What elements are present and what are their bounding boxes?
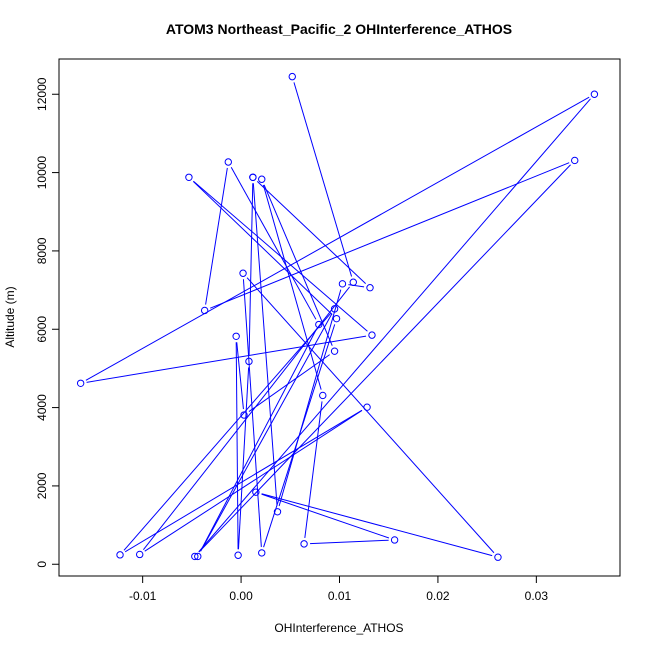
series-segment — [237, 367, 250, 550]
y-axis-label: Altitude (m) — [3, 286, 17, 347]
x-tick-label: 0.00 — [229, 589, 253, 603]
data-point — [319, 391, 327, 400]
data-point — [363, 403, 371, 411]
series-segment — [262, 184, 322, 390]
series-segment — [123, 313, 332, 551]
data-point — [366, 284, 374, 292]
data-point — [136, 550, 144, 559]
y-tick-label: 4000 — [35, 394, 49, 421]
data-point — [258, 549, 266, 557]
data-point — [232, 332, 240, 340]
y-tick-label: 10000 — [35, 156, 49, 190]
series-segment — [192, 181, 333, 315]
x-axis: -0.01 0.00 0.01 0.02 0.03 — [129, 575, 549, 603]
series-segment — [261, 493, 493, 557]
y-tick-label: 0 — [35, 561, 49, 568]
data-point — [249, 173, 257, 181]
series-segment — [200, 329, 317, 552]
series-segment — [193, 180, 368, 332]
data-point — [315, 320, 323, 329]
x-axis-label: OHInterference_ATHOS — [274, 621, 403, 635]
series-segment — [256, 181, 366, 284]
data-point — [273, 508, 282, 516]
series-segment — [230, 167, 317, 320]
series-segment — [144, 410, 363, 552]
series-segment — [86, 335, 367, 383]
y-tick-label: 12000 — [35, 77, 49, 111]
data-point — [234, 551, 242, 559]
series-segment — [248, 354, 330, 412]
series-segment — [205, 167, 228, 305]
series-segment — [263, 184, 333, 346]
data-point — [200, 306, 209, 315]
series-segment — [246, 277, 495, 554]
x-tick-label: 0.03 — [525, 589, 549, 603]
data-point — [338, 280, 347, 288]
x-tick-label: -0.01 — [129, 589, 157, 603]
y-tick-label: 8000 — [35, 237, 49, 264]
series-segment — [85, 96, 590, 381]
series-segment — [252, 183, 278, 506]
data-point — [239, 269, 247, 277]
data-point — [288, 72, 296, 81]
data-point — [252, 488, 260, 496]
series-segment — [200, 313, 333, 552]
series-segment — [310, 539, 389, 545]
y-tick-label: 6000 — [35, 316, 49, 343]
y-axis: 0 2000 4000 6000 8000 10000 12000 — [35, 77, 60, 568]
data-point — [300, 540, 308, 548]
data-point — [116, 551, 124, 559]
series-points — [76, 72, 599, 561]
chart-title: ATOM3 Northeast_Pacific_2 OHInterference… — [166, 21, 512, 37]
series-segment — [261, 493, 390, 539]
data-point — [368, 331, 376, 339]
series-segment — [304, 401, 323, 538]
data-point — [390, 536, 399, 544]
data-point — [185, 173, 193, 181]
series-segment — [210, 162, 570, 309]
series-segment — [278, 289, 342, 507]
series-segment — [248, 183, 254, 356]
data-point — [330, 347, 339, 355]
series-segment — [235, 342, 239, 550]
series-segment — [198, 98, 591, 553]
data-point — [240, 411, 248, 419]
data-point — [330, 305, 339, 313]
data-point — [245, 357, 253, 366]
series-segment — [348, 284, 365, 288]
x-tick-label: 0.02 — [426, 589, 450, 603]
data-point — [194, 552, 202, 561]
x-tick-label: 0.01 — [328, 589, 352, 603]
data-point — [76, 379, 85, 387]
data-point — [590, 90, 599, 98]
data-point — [571, 156, 579, 165]
data-point — [258, 175, 266, 183]
series-lines — [85, 82, 591, 557]
series-segment — [242, 279, 262, 547]
data-point — [349, 278, 357, 286]
data-point — [494, 553, 502, 561]
series-segment — [236, 342, 244, 410]
data-point — [224, 158, 232, 166]
data-point — [332, 314, 341, 323]
y-tick-label: 2000 — [35, 472, 49, 499]
series-segment — [293, 82, 353, 277]
series-segment — [198, 164, 571, 553]
series-segment — [124, 409, 363, 553]
data-point — [191, 552, 199, 561]
